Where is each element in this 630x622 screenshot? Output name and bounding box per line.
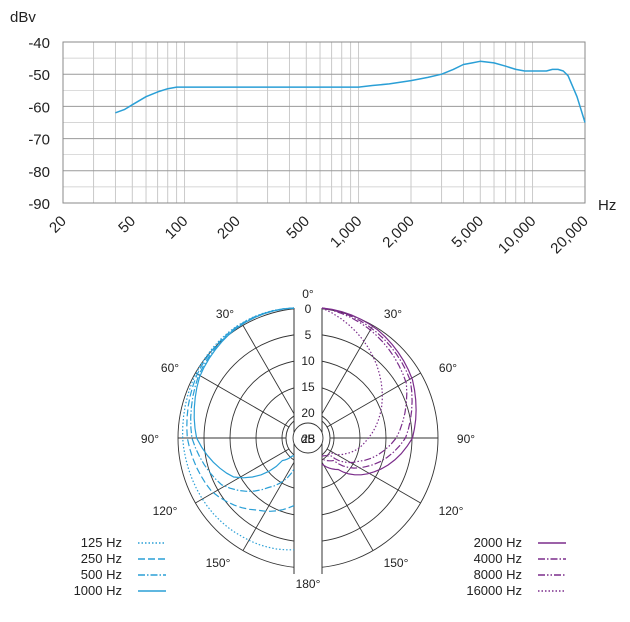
- polar-spoke: [326, 372, 421, 428]
- y-tick-label: -90: [28, 196, 50, 213]
- polar-spoke: [326, 448, 421, 504]
- polar-spoke: [242, 325, 298, 420]
- polar-angle-label: 60°: [161, 361, 179, 375]
- y-tick-label: -80: [28, 164, 50, 181]
- x-tick-label: 2,000: [379, 213, 418, 252]
- polar-radial-label: 15: [301, 380, 315, 394]
- legend-left-label: 125 Hz: [81, 535, 122, 550]
- y-tick-label: -50: [28, 67, 50, 84]
- y-tick-label: -60: [28, 99, 50, 116]
- polar-spoke: [318, 456, 374, 551]
- polar-spoke: [242, 456, 298, 551]
- polar-series-left: [181, 307, 295, 551]
- polar-spoke: [195, 448, 290, 504]
- y-axis-label: dBv: [10, 9, 36, 26]
- x-tick-label: 10,000: [495, 213, 539, 257]
- legend-left-label: 250 Hz: [81, 551, 122, 566]
- polar-angle-label: 30°: [216, 307, 234, 321]
- legend-right-label: 4000 Hz: [474, 551, 522, 566]
- polar-series-right: [321, 307, 413, 469]
- legend-left-label: 500 Hz: [81, 567, 122, 582]
- y-tick-label: -40: [28, 35, 50, 52]
- polar-radial-label: dB: [301, 432, 316, 446]
- polar-radial-label: 10: [301, 354, 315, 368]
- y-tick-label: -70: [28, 132, 50, 149]
- polar-angle-label: 90°: [457, 432, 475, 446]
- legend-left-label: 1000 Hz: [74, 583, 122, 598]
- polar-series-right: [321, 307, 408, 464]
- legend-right-label: 8000 Hz: [474, 567, 522, 582]
- response-series-line: [115, 60, 586, 123]
- x-tick-label: 1,000: [327, 213, 366, 252]
- polar-angle-label: 60°: [439, 361, 457, 375]
- x-tick-label: 200: [214, 213, 244, 243]
- polar-radial-label: 25: [301, 432, 315, 446]
- x-tick-label: 50: [115, 213, 139, 237]
- polar-angle-label: 0°: [302, 287, 314, 301]
- frequency-response-chart: -40 -50 -60 -70 -80 -90 dBv Hz 20 50 100 200 500 1,00…: [10, 9, 616, 257]
- polar-series-right: [321, 307, 383, 457]
- x-tick-label: 500: [283, 213, 313, 243]
- x-axis-label: Hz: [598, 197, 616, 214]
- legend-right-label: 2000 Hz: [474, 535, 522, 550]
- polar-radial-label: 20: [301, 406, 315, 420]
- x-tick-label: 20: [46, 213, 70, 237]
- polar-radial-label: 5: [305, 328, 312, 342]
- x-tick-label: 100: [162, 213, 192, 243]
- polar-radial-label: 0: [305, 302, 312, 316]
- polar-angle-label: 180°: [296, 577, 321, 591]
- polar-series-left: [193, 307, 295, 479]
- polar-series-left: [186, 307, 295, 512]
- x-tick-label: 5,000: [448, 213, 487, 252]
- polar-series-left: [190, 307, 295, 492]
- polar-spoke: [195, 372, 290, 428]
- polar-angle-label: 120°: [439, 504, 464, 518]
- polar-angle-label: 120°: [153, 504, 178, 518]
- polar-series-right: [321, 307, 417, 476]
- polar-center: [292, 422, 324, 454]
- polar-angle-label: 150°: [384, 556, 409, 570]
- x-tick-label: 20,000: [547, 213, 591, 257]
- legend-right-label: 16000 Hz: [466, 583, 522, 598]
- polar-angle-label: 90°: [141, 432, 159, 446]
- polar-angle-label: 30°: [384, 307, 402, 321]
- polar-angle-label: 150°: [206, 556, 231, 570]
